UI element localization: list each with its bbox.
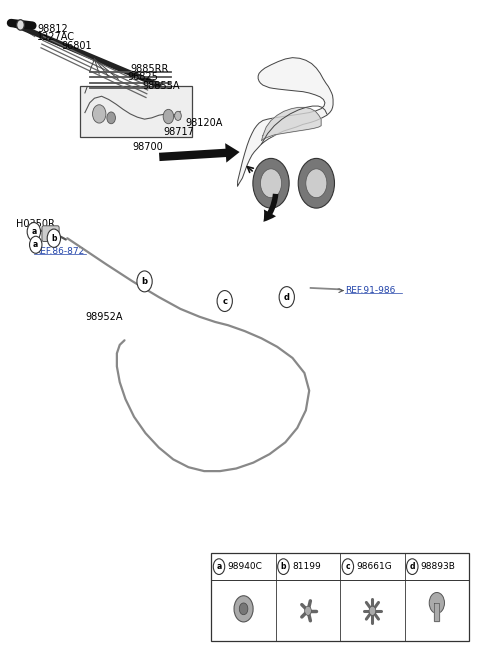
Text: b: b — [142, 277, 147, 286]
Circle shape — [93, 104, 106, 123]
Text: 96825: 96825 — [128, 72, 159, 82]
Text: c: c — [222, 296, 227, 306]
Text: a: a — [31, 227, 36, 236]
Circle shape — [27, 223, 40, 241]
Circle shape — [107, 112, 116, 124]
Circle shape — [278, 559, 289, 574]
Text: 81199: 81199 — [292, 562, 321, 571]
Text: b: b — [51, 234, 57, 242]
Text: 98893B: 98893B — [421, 562, 456, 571]
Circle shape — [279, 286, 294, 307]
Text: H0350R: H0350R — [16, 219, 55, 229]
Text: 98940C: 98940C — [228, 562, 263, 571]
Text: d: d — [284, 292, 290, 302]
Polygon shape — [434, 603, 439, 621]
Bar — [80, 86, 192, 137]
FancyArrowPatch shape — [159, 143, 240, 162]
Text: a: a — [216, 562, 222, 571]
Text: REF.86-872: REF.86-872 — [34, 247, 84, 256]
Text: 98855A: 98855A — [142, 81, 180, 91]
Text: d: d — [409, 562, 415, 571]
Text: 1327AC: 1327AC — [37, 32, 75, 41]
Polygon shape — [262, 107, 321, 141]
Text: c: c — [346, 562, 350, 571]
Circle shape — [17, 20, 24, 30]
Circle shape — [30, 237, 42, 253]
Circle shape — [253, 158, 289, 208]
Circle shape — [369, 606, 376, 616]
Polygon shape — [238, 58, 333, 186]
Circle shape — [306, 169, 327, 198]
Text: a: a — [33, 240, 38, 249]
Circle shape — [217, 290, 232, 311]
Text: REF.91-986: REF.91-986 — [345, 286, 396, 295]
Circle shape — [234, 596, 253, 622]
Text: 9885RR: 9885RR — [130, 64, 168, 74]
Circle shape — [261, 169, 282, 198]
Circle shape — [342, 559, 354, 574]
Text: 98952A: 98952A — [85, 312, 122, 323]
Text: 98661G: 98661G — [357, 562, 392, 571]
Bar — [211, 553, 469, 641]
Circle shape — [298, 158, 335, 208]
Text: b: b — [281, 562, 286, 571]
Text: 96801: 96801 — [61, 41, 92, 51]
Text: 98812: 98812 — [37, 24, 68, 34]
Text: 98700: 98700 — [132, 142, 163, 152]
Circle shape — [163, 109, 174, 124]
Circle shape — [213, 559, 225, 574]
Circle shape — [240, 603, 248, 615]
FancyArrowPatch shape — [264, 194, 278, 222]
Circle shape — [175, 111, 181, 120]
Circle shape — [47, 229, 60, 248]
Circle shape — [407, 559, 418, 574]
FancyBboxPatch shape — [42, 226, 59, 242]
Text: 98120A: 98120A — [185, 118, 223, 128]
Circle shape — [305, 606, 312, 616]
Text: 98717: 98717 — [164, 127, 194, 137]
Circle shape — [137, 271, 152, 292]
Circle shape — [429, 593, 444, 614]
